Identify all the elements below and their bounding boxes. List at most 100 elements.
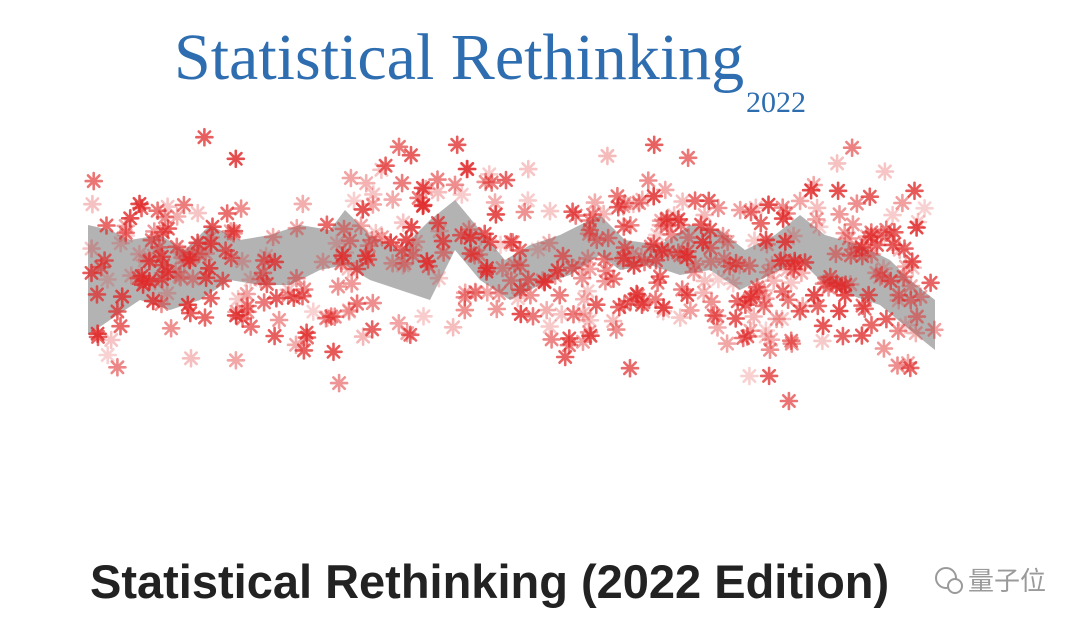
asterisk <box>493 258 512 278</box>
asterisk <box>741 321 760 341</box>
asterisk <box>657 209 677 228</box>
asterisk <box>297 328 317 347</box>
asterisk <box>465 246 484 265</box>
asterisk <box>158 219 178 238</box>
asterisk <box>757 235 777 254</box>
asterisk <box>606 320 626 339</box>
asterisk <box>97 216 116 235</box>
asterisk <box>608 186 627 206</box>
asterisk <box>254 293 274 312</box>
asterisk <box>363 293 383 313</box>
asterisk <box>88 327 108 347</box>
asterisk <box>401 145 421 165</box>
asterisk <box>455 300 475 320</box>
asterisk <box>518 159 538 179</box>
asterisk <box>638 171 658 190</box>
asterisk <box>745 231 764 250</box>
asterisk <box>814 274 834 294</box>
asterisk <box>112 287 132 306</box>
asterisk <box>728 291 748 311</box>
asterisk <box>889 285 909 305</box>
asterisk <box>457 159 476 179</box>
asterisk <box>670 308 690 327</box>
asterisk <box>888 321 908 341</box>
banner-year: 2022 <box>746 86 806 119</box>
asterisk <box>515 202 535 222</box>
asterisk <box>221 248 241 268</box>
asterisk <box>754 281 774 300</box>
asterisk <box>518 270 538 289</box>
asterisk <box>356 173 376 193</box>
asterisk <box>759 366 779 386</box>
asterisk <box>447 135 467 155</box>
asterisk <box>347 294 367 313</box>
asterisk <box>129 268 148 288</box>
asterisk <box>329 373 349 393</box>
asterisk <box>648 273 667 293</box>
asterisk <box>857 227 877 246</box>
asterisk <box>574 289 594 309</box>
asterisk <box>84 171 103 191</box>
asterisk <box>293 194 313 214</box>
asterisk <box>98 345 117 365</box>
asterisk <box>644 186 664 206</box>
asterisk <box>775 232 795 252</box>
asterisk <box>108 357 127 377</box>
asterisk <box>746 198 766 217</box>
asterisk <box>893 193 912 213</box>
asterisk <box>853 296 872 315</box>
asterisk <box>535 272 554 292</box>
asterisk <box>353 327 373 346</box>
asterisk <box>491 235 510 255</box>
asterisk <box>130 194 149 214</box>
asterisk <box>550 285 570 305</box>
asterisk <box>189 244 209 264</box>
asterisk <box>901 276 921 296</box>
asterisk <box>294 341 314 360</box>
asterisk <box>414 306 433 326</box>
asterisk <box>585 193 605 212</box>
asterisk <box>116 216 135 236</box>
asterisk <box>621 291 640 311</box>
asterisk <box>269 310 289 330</box>
asterisk <box>644 135 664 155</box>
asterisk <box>395 253 414 273</box>
asterisk <box>452 185 472 204</box>
asterisk <box>598 228 618 248</box>
asterisk <box>835 223 855 243</box>
asterisk <box>708 198 728 218</box>
asterisk <box>580 220 600 240</box>
asterisk <box>563 202 582 221</box>
asterisk <box>771 251 790 271</box>
asterisk <box>487 299 507 319</box>
asterisk <box>594 204 613 224</box>
asterisk <box>813 316 833 336</box>
asterisk <box>925 320 944 340</box>
asterisk <box>233 309 252 328</box>
asterisk <box>700 238 720 258</box>
watermark-icon <box>935 567 963 594</box>
asterisk <box>888 356 907 375</box>
asterisk <box>217 204 237 223</box>
asterisk <box>140 271 159 291</box>
asterisk <box>903 258 923 278</box>
asterisk <box>647 225 667 245</box>
asterisk <box>847 194 867 213</box>
asterisk <box>883 205 902 225</box>
asterisk <box>707 306 727 326</box>
asterisk <box>694 283 714 303</box>
asterisk <box>709 269 728 289</box>
asterisk <box>860 187 880 206</box>
asterisk <box>188 203 207 223</box>
asterisk <box>476 172 495 192</box>
asterisk <box>135 250 155 270</box>
asterisk <box>555 347 575 367</box>
asterisk <box>341 168 361 188</box>
asterisk <box>756 321 776 340</box>
asterisk <box>759 195 778 214</box>
asterisk <box>419 256 438 276</box>
asterisk <box>253 263 273 283</box>
asterisk <box>540 201 560 221</box>
asterisk <box>653 301 673 321</box>
